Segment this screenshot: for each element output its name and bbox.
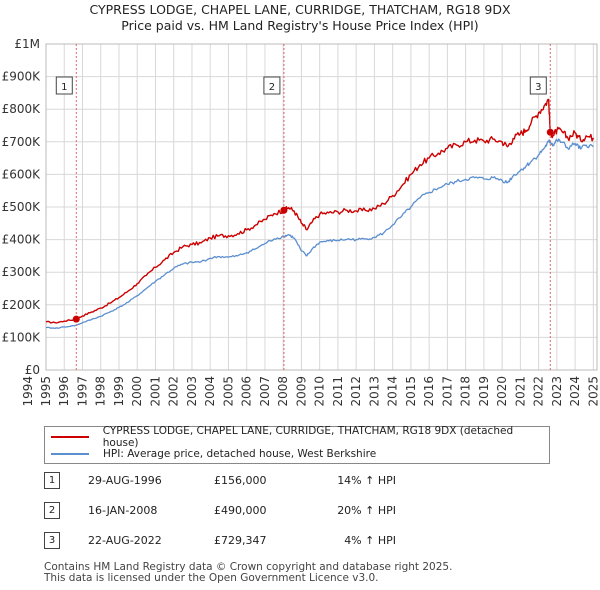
- x-tick-label: 2015: [404, 376, 418, 407]
- y-tick-label: £400K: [2, 233, 42, 247]
- x-tick-label: 1994: [21, 376, 35, 407]
- y-tick-label: £300K: [2, 265, 42, 279]
- legend: CYPRESS LODGE, CHAPEL LANE, CURRIDGE, TH…: [44, 425, 550, 464]
- x-tick-label: 2020: [495, 376, 509, 407]
- y-tick-label: £700K: [2, 135, 42, 149]
- grid: [45, 43, 598, 371]
- x-tick-label: 2009: [294, 376, 308, 407]
- series: [45, 98, 595, 329]
- legend-item-property: CYPRESS LODGE, CHAPEL LANE, CURRIDGE, TH…: [51, 425, 549, 449]
- transaction-price: £490,000: [214, 504, 267, 517]
- x-tick-label: 2008: [276, 376, 290, 407]
- x-tick-label: 2014: [386, 376, 400, 407]
- transaction-date: 16-JAN-2008: [88, 504, 158, 517]
- x-tick-label: 1998: [94, 376, 108, 407]
- legend-swatch-property: [51, 436, 89, 438]
- legend-label-hpi: HPI: Average price, detached house, West…: [103, 448, 377, 460]
- y-tick-label: £500K: [2, 200, 42, 214]
- transaction-number: 2: [44, 502, 60, 519]
- y-tick-label: £800K: [2, 102, 42, 116]
- x-tick-label: 1999: [112, 376, 126, 407]
- x-tick-label: 1996: [57, 376, 71, 407]
- x-axis-ticks: 1994 1995 1996 1997 1998 1999 2000 2001 2002 2003…: [21, 376, 600, 407]
- transaction-price: £156,000: [214, 474, 267, 487]
- annotation-label: 1: [61, 82, 67, 93]
- x-tick-label: 2012: [349, 376, 363, 407]
- x-tick-label: 2013: [367, 376, 381, 407]
- transaction-date: 29-AUG-1996: [88, 474, 162, 487]
- y-tick-label: £100K: [2, 330, 42, 344]
- x-tick-label: 2022: [532, 376, 546, 407]
- annotation-box: [263, 76, 281, 95]
- x-tick-label: 2021: [513, 376, 527, 407]
- transaction-number: 1: [44, 472, 60, 489]
- x-tick-label: 2006: [240, 376, 254, 407]
- footer: Contains HM Land Registry data © Crown c…: [44, 562, 452, 584]
- y-axis-ticks: £0 £100K £200K £300K £400K £500K £600K £700K £80…: [2, 37, 42, 377]
- annotation-label: 3: [535, 82, 541, 93]
- footer-line-2: This data is licensed under the Open Gov…: [44, 572, 379, 584]
- annotation-label: 2: [269, 82, 275, 93]
- x-tick-label: 2018: [459, 376, 473, 407]
- y-tick-label: £200K: [2, 298, 42, 312]
- transaction-hpi: 20% ↑ HPI: [337, 504, 396, 517]
- annotation-box: [55, 76, 73, 95]
- y-tick-label: £900K: [2, 70, 42, 84]
- sale-point: [72, 315, 80, 323]
- series-line-hpi: [45, 138, 594, 329]
- y-tick-label: £0: [25, 363, 40, 377]
- chart-subtitle: Price paid vs. HM Land Registry's House …: [121, 18, 478, 33]
- x-tick-label: 2003: [185, 376, 199, 407]
- x-tick-label: 2010: [313, 376, 327, 407]
- x-tick-label: 2011: [331, 376, 345, 407]
- transaction-price: £729,347: [214, 534, 267, 547]
- sale-point: [546, 128, 554, 136]
- x-tick-label: 2024: [568, 376, 582, 407]
- annotations: 1 2 3: [55, 44, 554, 370]
- x-tick-label: 2002: [167, 376, 181, 407]
- transaction-number: 3: [44, 532, 60, 549]
- sale-point: [280, 206, 288, 214]
- y-tick-label: £600K: [2, 167, 42, 181]
- y-tick-label: £1M: [14, 37, 40, 51]
- x-tick-label: 2005: [221, 376, 235, 407]
- x-tick-label: 1997: [75, 376, 89, 407]
- x-tick-label: 2016: [422, 376, 436, 407]
- legend-item-hpi: HPI: Average price, detached house, West…: [51, 446, 376, 462]
- x-tick-label: 1995: [39, 376, 53, 407]
- transaction-date: 22-AUG-2022: [88, 534, 162, 547]
- x-tick-label: 2019: [477, 376, 491, 407]
- x-tick-label: 2023: [550, 376, 564, 407]
- plot-frame: [45, 43, 598, 371]
- chart-title: CYPRESS LODGE, CHAPEL LANE, CURRIDGE, TH…: [89, 2, 511, 17]
- series-line-property: [45, 98, 595, 324]
- footer-line-1: Contains HM Land Registry data © Crown c…: [44, 561, 453, 573]
- x-tick-label: 2017: [440, 376, 454, 407]
- legend-swatch-hpi: [51, 453, 89, 455]
- x-tick-label: 2000: [130, 376, 144, 407]
- x-tick-label: 2007: [258, 376, 272, 407]
- x-tick-label: 2001: [148, 376, 162, 407]
- transaction-hpi: 4% ↑ HPI: [344, 534, 396, 547]
- x-tick-label: 2025: [586, 376, 600, 407]
- x-tick-label: 2004: [203, 376, 217, 407]
- transaction-hpi: 14% ↑ HPI: [337, 474, 396, 487]
- annotation-box: [529, 76, 547, 95]
- price-chart: CYPRESS LODGE, CHAPEL LANE, CURRIDGE, TH…: [2, 2, 600, 407]
- legend-label-property: CYPRESS LODGE, CHAPEL LANE, CURRIDGE, TH…: [102, 425, 514, 449]
